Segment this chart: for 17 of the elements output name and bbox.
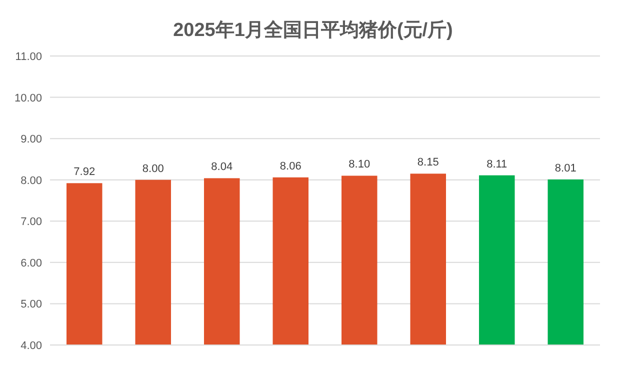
data-label: 8.01 (554, 162, 576, 174)
y-tick-label: 11.00 (15, 51, 42, 63)
y-tick-label: 9.00 (20, 134, 42, 146)
data-label: 8.15 (417, 156, 439, 169)
y-tick-label: 10.00 (14, 92, 42, 104)
data-label: 8.04 (211, 161, 233, 174)
y-tick-label: 4.00 (20, 340, 42, 352)
data-label: 8.00 (142, 162, 164, 175)
data-label: 7.92 (74, 166, 96, 178)
y-tick-label: 6.00 (20, 257, 42, 270)
y-tick-label: 8.00 (20, 174, 42, 187)
data-label: 8.11 (486, 158, 508, 170)
y-tick-label: 7.00 (20, 216, 42, 228)
data-label: 8.10 (348, 158, 370, 171)
y-tick-label: 5.00 (20, 298, 42, 311)
data-label: 8.06 (280, 160, 302, 172)
chart-title: 2025年1月全国日平均猪价(元/斤) (173, 19, 453, 41)
